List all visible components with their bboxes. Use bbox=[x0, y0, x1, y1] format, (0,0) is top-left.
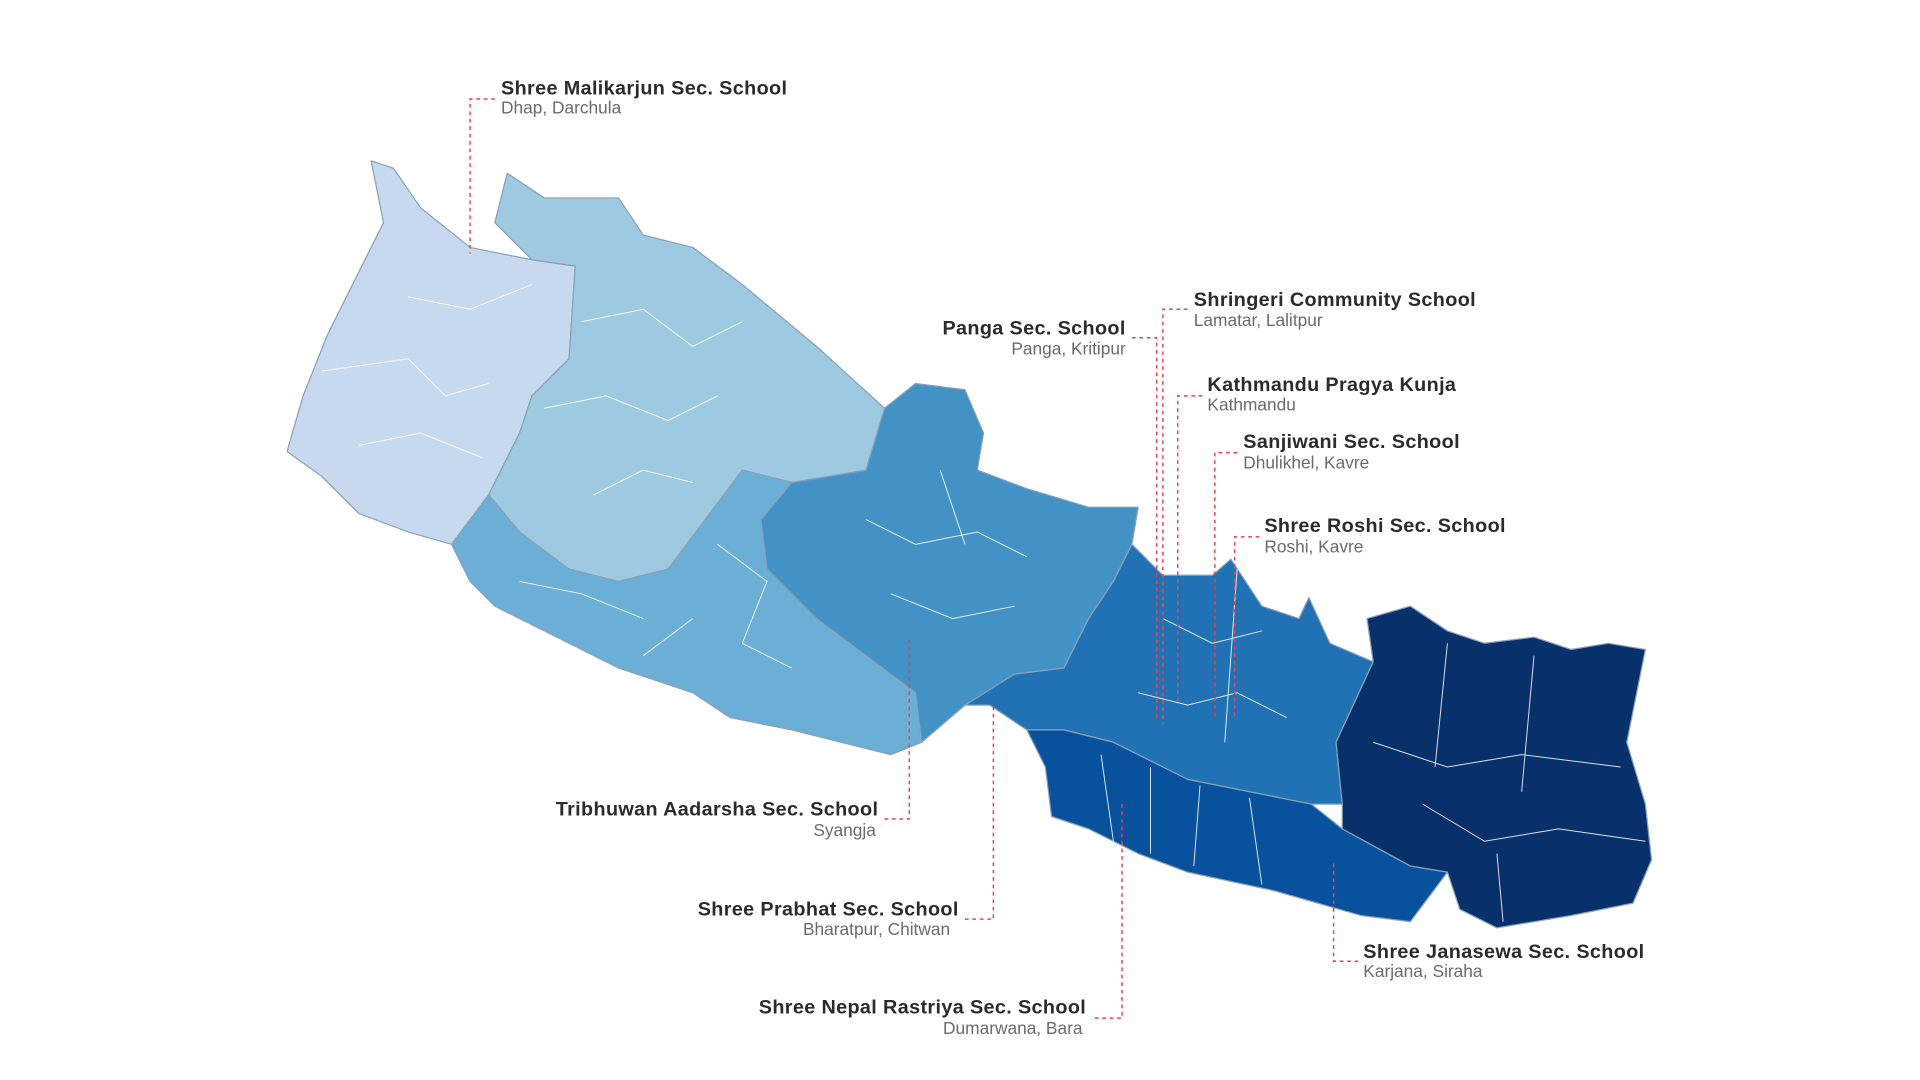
school-location: Syangja bbox=[813, 820, 876, 840]
school-location: Kathmandu bbox=[1207, 394, 1295, 414]
school-location: Dhap, Darchula bbox=[501, 97, 622, 117]
school-location: Karjana, Siraha bbox=[1363, 961, 1483, 981]
school-name: Shree Prabhat Sec. School bbox=[698, 899, 959, 921]
leader-line bbox=[1094, 804, 1123, 1019]
school-name: Kathmandu Pragya Kunja bbox=[1207, 374, 1457, 396]
school-name: Shree Malikarjun Sec. School bbox=[501, 77, 787, 99]
district-lines bbox=[321, 284, 1646, 922]
school-name: Panga Sec. School bbox=[942, 317, 1125, 339]
leader-line bbox=[884, 637, 911, 820]
school-location: Bharatpur, Chitwan bbox=[803, 919, 950, 939]
school-name: Sanjiwani Sec. School bbox=[1243, 431, 1460, 453]
province bbox=[1335, 605, 1653, 929]
school-name: Shree Nepal Rastriya Sec. School bbox=[759, 996, 1086, 1018]
leader-line bbox=[1233, 536, 1260, 718]
school-name: Shree Janasewa Sec. School bbox=[1363, 941, 1644, 963]
school-location: Dhulikhel, Kavre bbox=[1243, 452, 1369, 472]
leader-line bbox=[469, 98, 495, 254]
school-name: Shringeri Community School bbox=[1194, 289, 1476, 311]
school-location: Roshi, Kavre bbox=[1264, 537, 1363, 557]
leader-line bbox=[1131, 336, 1158, 718]
school-name: Tribhuwan Aadarsha Sec. School bbox=[556, 799, 879, 821]
school-location: Panga, Kritipur bbox=[1011, 339, 1126, 359]
labels: Shree Malikarjun Sec. School Dhap, Darch… bbox=[501, 77, 1644, 1038]
school-location: Dumarwana, Bara bbox=[943, 1018, 1083, 1038]
leader-line bbox=[1176, 395, 1203, 706]
leader-line bbox=[1332, 859, 1359, 962]
provinces bbox=[286, 160, 1653, 929]
leader-line bbox=[1162, 308, 1188, 724]
leader-lines bbox=[469, 98, 1359, 1019]
leader-line bbox=[964, 705, 995, 920]
leader-line bbox=[1214, 452, 1238, 718]
school-location: Lamatar, Lalitpur bbox=[1194, 310, 1323, 330]
school-name: Shree Roshi Sec. School bbox=[1264, 515, 1506, 537]
